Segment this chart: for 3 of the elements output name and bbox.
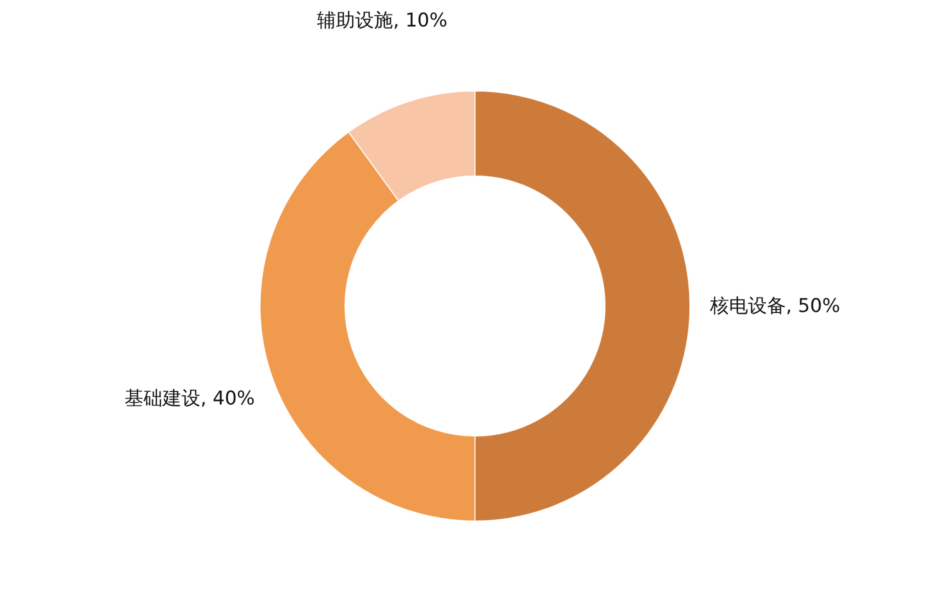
slice-label: 辅助设施, 10% xyxy=(317,10,448,32)
slice-label: 基础建设, 40% xyxy=(124,388,255,410)
slice-label: 核电设备, 50% xyxy=(708,295,840,317)
